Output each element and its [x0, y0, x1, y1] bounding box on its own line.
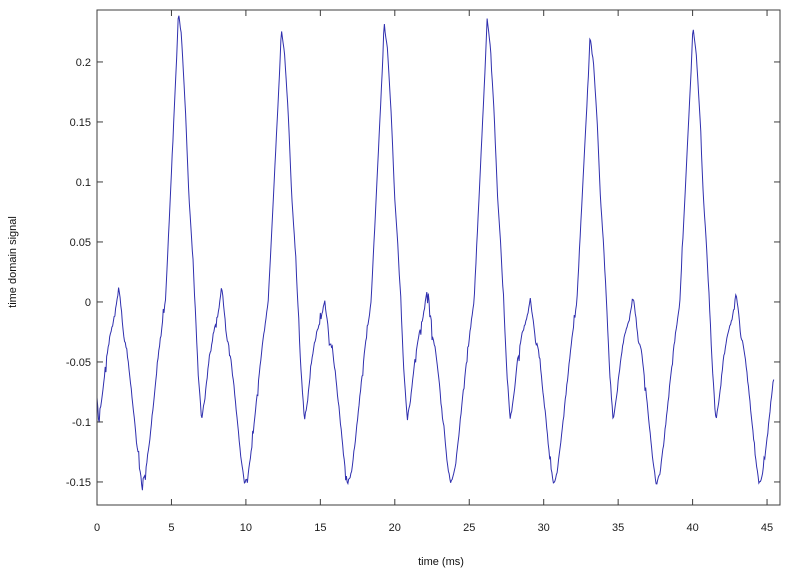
signal-waveform-line [97, 15, 775, 491]
y-tick-label: 0 [85, 297, 91, 309]
x-tick-label: 35 [612, 522, 624, 534]
x-tick-label: 20 [389, 522, 401, 534]
y-tick-label: 0.1 [76, 177, 91, 189]
x-tick-label: 0 [94, 522, 100, 534]
y-axis-label: time domain signal [7, 216, 19, 308]
y-tick-label: 0.15 [70, 117, 91, 129]
x-tick-label: 40 [686, 522, 698, 534]
y-tick-label: 0.05 [70, 237, 91, 249]
y-tick-label: 0.2 [76, 57, 91, 69]
x-tick-label: 30 [538, 522, 550, 534]
x-tick-label: 25 [463, 522, 475, 534]
y-tick-label: -0.05 [66, 357, 91, 369]
x-tick-label: 10 [240, 522, 252, 534]
x-tick-label: 45 [761, 522, 773, 534]
x-axis-label: time (ms) [418, 556, 464, 568]
x-tick-label: 5 [168, 522, 174, 534]
plot-box [96, 9, 781, 506]
y-tick-label: -0.1 [72, 417, 91, 429]
y-tick-label: -0.15 [66, 477, 91, 489]
x-tick-label: 15 [314, 522, 326, 534]
plot-area: 0 5 10 15 20 25 30 35 40 45 -0.15 -0.1 -0.05 0 0.05 0.1… [66, 9, 781, 534]
